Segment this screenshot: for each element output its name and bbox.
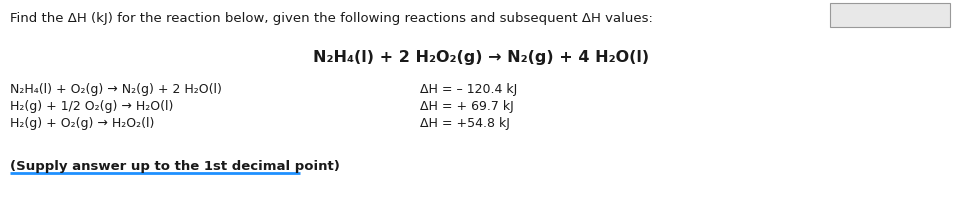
Text: ΔH = + 69.7 kJ: ΔH = + 69.7 kJ (420, 100, 513, 112)
Text: H₂(g) + 1/2 O₂(g) → H₂O(l): H₂(g) + 1/2 O₂(g) → H₂O(l) (10, 100, 173, 112)
Text: N₂H₄(l) + O₂(g) → N₂(g) + 2 H₂O(l): N₂H₄(l) + O₂(g) → N₂(g) + 2 H₂O(l) (10, 83, 221, 96)
Text: (Supply answer up to the 1st decimal point): (Supply answer up to the 1st decimal poi… (10, 159, 340, 172)
Text: ΔH = – 120.4 kJ: ΔH = – 120.4 kJ (420, 83, 517, 96)
Text: N₂H₄(l) + 2 H₂O₂(g) → N₂(g) + 4 H₂O(l): N₂H₄(l) + 2 H₂O₂(g) → N₂(g) + 4 H₂O(l) (313, 50, 650, 65)
Text: H₂(g) + O₂(g) → H₂O₂(l): H₂(g) + O₂(g) → H₂O₂(l) (10, 116, 154, 129)
Bar (830, 4, 950, 28)
Text: Find the ΔH (kJ) for the reaction below, given the following reactions and subse: Find the ΔH (kJ) for the reaction below,… (10, 12, 653, 25)
Text: ΔH = +54.8 kJ: ΔH = +54.8 kJ (420, 116, 509, 129)
